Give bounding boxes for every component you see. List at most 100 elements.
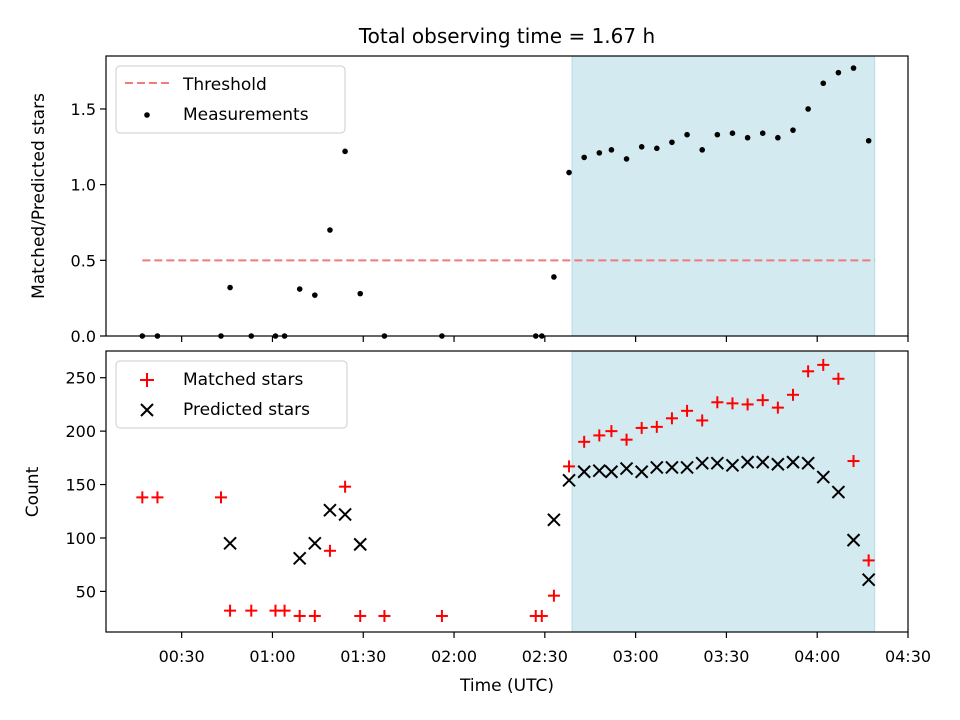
measurement-point (608, 147, 615, 153)
predicted-star-marker (816, 470, 830, 484)
legend-measurements-swatch (144, 112, 150, 118)
x-tick-label: 03:00 (613, 647, 659, 666)
measurement-point (654, 145, 660, 152)
matched-star-marker (711, 396, 724, 409)
chart-title: Total observing time = 1.67 h (358, 24, 655, 48)
matched-star-marker (339, 480, 352, 493)
measurement-point (684, 131, 690, 138)
measurement-point (596, 150, 603, 156)
matched-star-marker (323, 544, 336, 557)
matched-star-marker (756, 394, 769, 407)
predicted-star-marker (292, 551, 307, 565)
measurement-point (759, 130, 766, 136)
predicted-star-marker (577, 465, 591, 479)
matched-star-marker (726, 397, 739, 410)
x-tick-label: 01:00 (249, 647, 295, 666)
predicted-star-marker (695, 456, 709, 470)
predicted-star-marker (831, 485, 846, 499)
matched-star-marker (832, 372, 845, 385)
bottom-plot-frame (105, 350, 909, 633)
matched-star-marker (224, 604, 237, 617)
predicted-star-marker (547, 513, 561, 527)
measurement-point (551, 274, 557, 280)
top-highlight-span (571, 55, 876, 337)
y-tick-label: 1.5 (71, 100, 96, 119)
predicted-star-marker (710, 456, 725, 470)
legend-measurements-label: Measurements (183, 105, 309, 125)
x-tick-label: 00:30 (159, 647, 205, 666)
matched-star-marker (741, 398, 754, 411)
matched-star-marker (435, 609, 448, 622)
predicted-star-marker (650, 460, 664, 475)
bottom-highlight-span (571, 350, 876, 633)
predicted-star-marker (680, 460, 694, 475)
matched-star-marker (354, 609, 367, 622)
predicted-star-marker (634, 465, 649, 479)
predicted-star-marker (665, 460, 679, 475)
measurement-point (296, 286, 303, 292)
y-tick-label: 0.0 (71, 327, 96, 346)
predicted-star-marker (846, 533, 861, 547)
predicted-star-marker (740, 455, 755, 469)
y-tick-label: 250 (65, 369, 96, 388)
matched-star-marker (665, 412, 678, 425)
predicted-star-marker (756, 455, 770, 469)
bottom-legend: Matched stars Predicted stars (115, 360, 348, 429)
measurement-point (790, 127, 796, 133)
measurement-point (775, 134, 781, 141)
matched-star-marker (817, 358, 830, 371)
measurement-point (581, 154, 587, 161)
bottom-legend-box (115, 360, 348, 429)
matched-star-marker (535, 609, 548, 622)
matched-star-marker (136, 491, 149, 504)
measurement-point (227, 284, 233, 291)
measurement-point (729, 130, 736, 136)
top-y-axis-label: Matched/Predicted stars (29, 93, 49, 299)
matched-star-marker (245, 604, 258, 617)
measurement-point (835, 69, 842, 76)
predicted-star-marker (619, 461, 634, 476)
x-tick-label: 04:30 (885, 647, 931, 666)
bottom-y-axis-label: Count (23, 466, 43, 517)
matched-star-marker (547, 589, 560, 602)
y-tick-label: 200 (65, 422, 96, 441)
matched-star-marker (620, 433, 633, 446)
matched-star-marker (605, 425, 618, 438)
predicted-star-marker (771, 457, 785, 471)
matched-star-marker (378, 609, 391, 622)
x-axis-label: Time (UTC) (459, 676, 554, 696)
matched-star-marker (578, 435, 591, 448)
top-legend: Threshold Measurements (115, 65, 346, 134)
y-tick-label: 150 (65, 476, 96, 495)
measurement-point (669, 139, 675, 146)
predicted-star-marker (223, 536, 237, 551)
measurement-point (744, 134, 751, 141)
x-tick-label: 04:00 (794, 647, 840, 666)
top-plot-frame (105, 55, 909, 337)
matched-star-marker (696, 414, 709, 427)
bottom-x-ticks: 00:30 01:00 01:30 02:00 02:30 03:00 03:30 04:00… (159, 632, 931, 666)
matched-star-marker (151, 491, 164, 504)
matched-star-markers (136, 358, 875, 622)
matched-star-marker (293, 609, 306, 622)
x-tick-label: 01:30 (340, 647, 386, 666)
measurement-point (638, 144, 645, 150)
predicted-star-marker (801, 456, 815, 470)
legend-matched-label: Matched stars (183, 370, 303, 390)
y-tick-label: 50 (76, 582, 96, 601)
predicted-star-marker (562, 473, 576, 487)
measurement-point (805, 106, 811, 112)
predicted-star-marker (786, 455, 800, 469)
matched-star-marker (786, 388, 799, 401)
x-tick-label: 02:00 (431, 647, 477, 666)
legend-matched-swatch (140, 373, 154, 387)
top-y-ticks: 0.0 0.5 1.0 1.5 (71, 100, 106, 346)
matched-star-marker (215, 491, 228, 504)
measurement-point (357, 290, 364, 297)
predicted-star-marker (353, 537, 367, 552)
matched-star-marker (278, 604, 291, 617)
measurement-point (820, 80, 827, 87)
measurement-point (865, 137, 872, 144)
matched-star-marker (862, 554, 875, 567)
